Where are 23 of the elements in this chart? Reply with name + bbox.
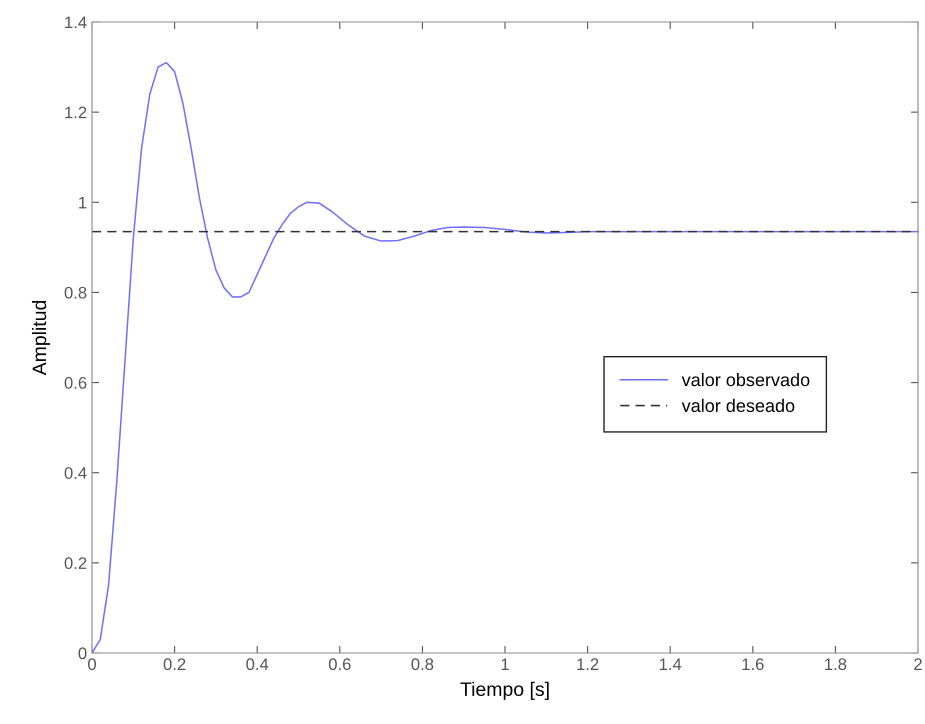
x-axis-title: Tiempo [s] — [460, 682, 549, 700]
y-tick-label: 1 — [79, 196, 86, 208]
x-tick-label: 2 — [914, 658, 922, 670]
x-tick-label: 0.2 — [164, 658, 186, 670]
x-tick-label: 0.4 — [246, 658, 268, 670]
legend-label: valor observado — [682, 372, 810, 386]
y-tick-label: 0 — [78, 647, 86, 660]
x-tick-label: 0.6 — [328, 658, 351, 670]
y-tick-label: 0.6 — [64, 376, 86, 389]
x-tick-label: 0.8 — [411, 658, 434, 670]
x-tick-label: 1.6 — [742, 658, 764, 670]
y-tick-label: 1.4 — [65, 16, 87, 28]
y-tick-label: 0.2 — [64, 557, 86, 570]
x-tick-label: 0 — [88, 658, 96, 670]
x-tick-label: 1.4 — [660, 658, 682, 670]
y-tick-label: 1.2 — [65, 106, 86, 118]
y-axis-title: Amplitud — [32, 300, 50, 376]
x-tick-label: 1.2 — [577, 658, 598, 670]
legend-label: valor deseado — [682, 398, 794, 412]
x-tick-label: 1.8 — [825, 658, 846, 670]
y-tick-label: 0.4 — [64, 467, 87, 479]
y-tick-label: 0.8 — [64, 286, 86, 299]
x-tick-label: 1 — [502, 658, 509, 670]
